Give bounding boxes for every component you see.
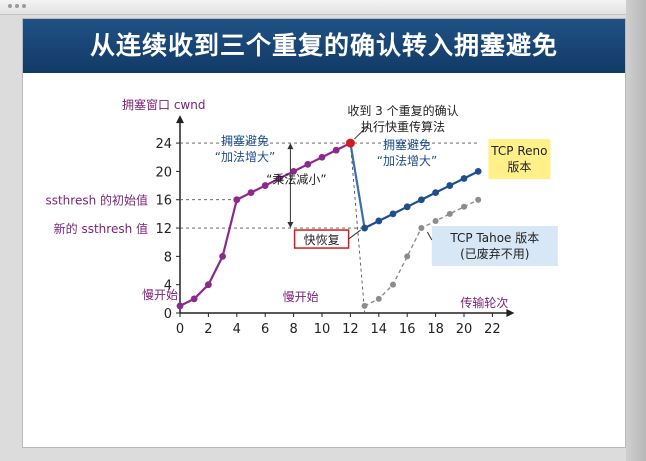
data-point (375, 217, 383, 225)
x-tick-label: 20 (456, 322, 473, 337)
data-point (205, 281, 212, 289)
slide-title-bar: 从连续收到三个重复的确认转入拥塞避免 (23, 19, 625, 73)
x-tick-label: 18 (427, 322, 444, 337)
data-point (261, 182, 269, 189)
y-axis-arrow (176, 115, 184, 124)
data-point (290, 168, 297, 175)
annotation-slow-start-1: 慢开始 (142, 288, 178, 302)
annotation-ca1-line1: 拥塞避免 (221, 133, 269, 148)
y-tick-label: 20 (155, 165, 172, 180)
data-point (389, 210, 397, 218)
x-tick-label: 14 (371, 322, 388, 337)
x-tick-label: 16 (399, 322, 416, 337)
y-tick-label: 12 (155, 222, 172, 237)
y-tick-label: 24 (155, 137, 172, 152)
data-point (418, 225, 425, 232)
x-tick-label: 4 (233, 322, 241, 337)
x-tick-label: 0 (176, 322, 184, 337)
annotation-three-dup-1: 收到 3 个重复的确认 (347, 103, 458, 118)
data-point (361, 224, 368, 232)
annotation-slow-start-2: 慢开始 (283, 290, 319, 304)
data-point (474, 168, 482, 175)
x-tick-label: 8 (289, 322, 297, 337)
data-point (432, 217, 439, 224)
data-point (460, 175, 468, 182)
series-line (349, 142, 366, 229)
data-point (403, 203, 411, 211)
tahoe-label-box (431, 226, 558, 267)
md-arrow-head-top (287, 143, 294, 150)
tahoe-pointer (426, 231, 433, 241)
data-point (276, 175, 283, 182)
right-edge-strip (626, 0, 646, 461)
y-tick-label: 16 (155, 194, 172, 209)
annotation-reno-2: 版本 (507, 160, 531, 174)
guide-tahoe-drop (349, 143, 366, 313)
data-point (446, 182, 454, 189)
annotation-ca2-line1: 拥塞避免 (383, 137, 431, 152)
data-point (404, 253, 411, 260)
data-point (432, 189, 439, 197)
data-point (332, 146, 340, 154)
data-point (446, 210, 453, 217)
x-tick-label: 22 (484, 322, 501, 337)
y-tick-label: 4 (164, 279, 172, 294)
data-point (461, 203, 467, 210)
x-axis-arrow (506, 309, 515, 317)
reno-label-box (488, 139, 551, 180)
data-point (318, 153, 326, 161)
y-extra-label: 新的 ssthresh 值 (54, 221, 148, 236)
md-arrow-head-bottom (287, 222, 294, 229)
data-point (219, 252, 227, 260)
x-axis-label: 传输轮次 (460, 295, 508, 310)
y-extra-label: ssthresh 的初始值 (45, 193, 148, 208)
fast-recovery-pointer (348, 229, 361, 240)
x-tick-label: 2 (204, 322, 212, 337)
y-tick-label: 0 (164, 307, 172, 322)
data-point (233, 196, 241, 204)
data-point (247, 189, 255, 197)
annotation-reno-1: TCP Reno (490, 144, 547, 158)
data-point (375, 295, 382, 302)
y-axis-label: 拥塞窗口 cwnd (122, 97, 205, 112)
window-top-bar (0, 0, 646, 15)
annotation-three-dup-2: 执行快重传算法 (361, 119, 445, 134)
annotation-ca2-line2: “加法增大” (377, 154, 437, 168)
data-point (176, 302, 184, 310)
annotation-ca1-line2: “加法增大” (215, 150, 275, 164)
annotation-tahoe-1: TCP Tahoe 版本 (449, 231, 539, 245)
series-line (179, 199, 238, 307)
loss-marker (345, 138, 355, 148)
loss-pointer (354, 124, 369, 140)
annotation-mult-decrease: “乘法减小” (266, 173, 326, 187)
y-tick-label: 8 (164, 250, 172, 265)
data-point (475, 196, 482, 203)
slide-title: 从连续收到三个重复的确认转入拥塞避免 (89, 31, 558, 60)
data-point (390, 281, 396, 288)
annotation-tahoe-2: (已废弃不用) (460, 246, 529, 261)
annotation-fast-recovery: 快恢复 (304, 233, 340, 247)
data-point (361, 302, 368, 309)
x-tick-label: 12 (342, 322, 359, 337)
window-dots (8, 4, 26, 8)
x-tick-label: 6 (261, 322, 269, 337)
x-tick-label: 10 (314, 322, 331, 337)
data-point (190, 295, 198, 303)
data-point (418, 196, 425, 204)
data-point (304, 160, 312, 168)
